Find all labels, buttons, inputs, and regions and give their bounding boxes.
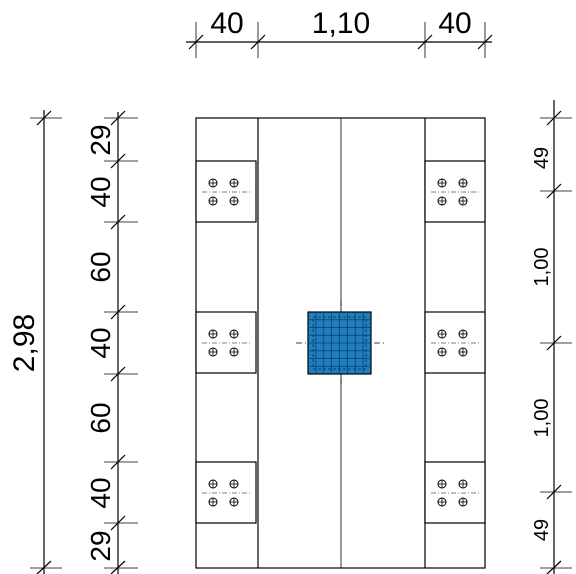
left-dim-6: 40 — [85, 477, 116, 508]
left-dim-3: 60 — [85, 251, 116, 282]
right-dimension-chain: 49 1,00 1,00 49 — [531, 100, 572, 574]
left-total-dimension: 2,98 — [8, 110, 62, 574]
left-dim-4: 40 — [85, 327, 116, 358]
center-column — [296, 300, 386, 386]
right-dim-4: 49 — [531, 519, 553, 541]
anchor-plate — [195, 461, 257, 524]
anchor-plate — [424, 461, 486, 524]
column-rebar-grid — [308, 312, 371, 374]
left-dim-7: 29 — [85, 530, 116, 561]
right-dim-2: 1,00 — [531, 248, 553, 287]
right-dim-1: 49 — [531, 147, 553, 169]
left-dim-2: 40 — [85, 176, 116, 207]
left-total-label: 2,98 — [8, 314, 41, 372]
anchor-plate — [424, 160, 486, 223]
right-dim-3: 1,00 — [531, 399, 553, 438]
top-dimension-chain: 40 1,10 40 — [186, 7, 493, 58]
top-dim-left: 40 — [210, 7, 243, 40]
anchor-plates — [195, 160, 486, 524]
left-dim-5: 60 — [85, 402, 116, 433]
anchor-plate — [424, 311, 486, 374]
anchor-plate — [195, 311, 257, 374]
left-dimension-chain: 29 40 60 40 60 40 29 — [85, 110, 138, 574]
left-dim-1: 29 — [85, 124, 116, 155]
top-dim-middle: 1,10 — [312, 7, 370, 40]
top-dim-right: 40 — [438, 7, 471, 40]
anchor-plate — [195, 160, 257, 223]
